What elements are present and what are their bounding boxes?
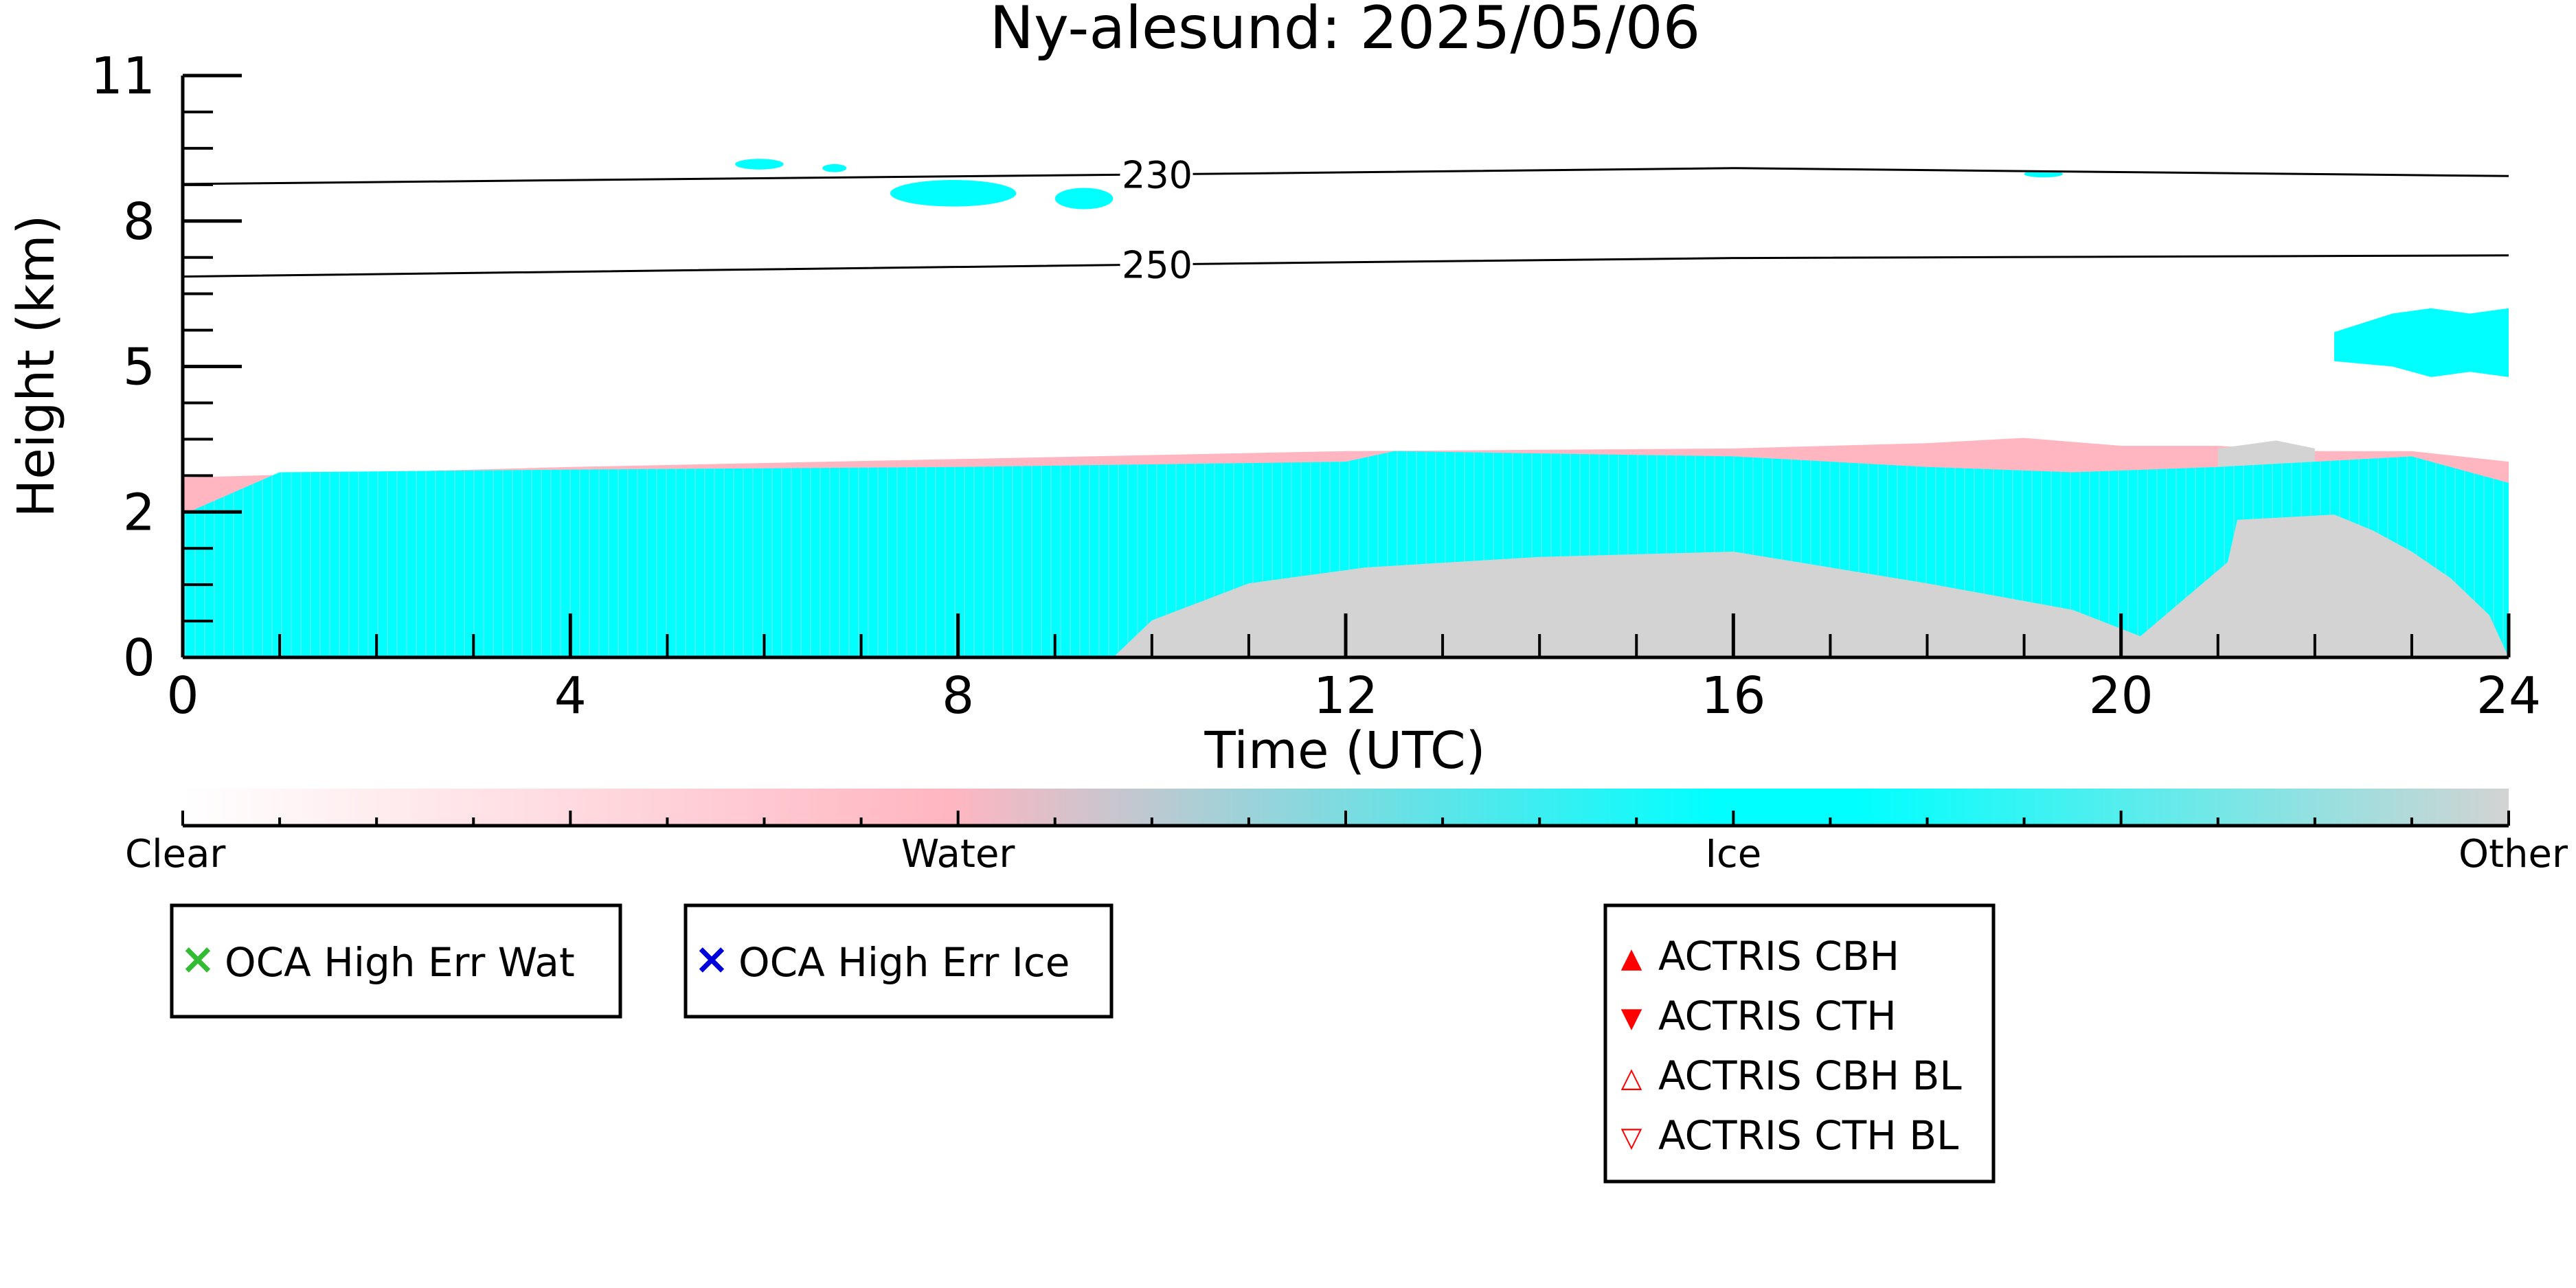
x-axis-label: Time (UTC) — [1204, 721, 1485, 780]
colorbar-labels: Clear Water Ice Other — [125, 832, 2568, 877]
ice-high-layer — [2334, 308, 2509, 377]
cirrus-patches — [735, 159, 2064, 210]
x-tick-label: 12 — [1313, 666, 1378, 725]
contour-label-bg — [1120, 245, 1193, 284]
colorbar: Clear Water Ice Other — [125, 789, 2568, 877]
legend-box: × OCA High Err Ice — [683, 903, 1114, 1019]
contour-label: 250 — [1122, 244, 1193, 287]
legend-frame — [683, 903, 1114, 1019]
x-tick-label: 8 — [942, 666, 974, 725]
plot-area: 230 250 — [183, 76, 2509, 657]
legend-marker: ▲ — [1621, 942, 1642, 974]
cirrus-patch — [735, 159, 784, 170]
colorbar-label: Clear — [125, 832, 226, 877]
other-layer — [1113, 515, 2509, 657]
y-tick-label: 5 — [123, 338, 155, 397]
axes: 0 2 5 8 11 0 4 8 12 16 20 24 — [91, 47, 2541, 725]
legend-marker: × — [180, 934, 216, 984]
temperature-contours: 230 250 — [183, 153, 2509, 287]
colorbar-ticks — [181, 811, 2510, 826]
legend-marker: △ — [1621, 1062, 1642, 1094]
legend-marker: ▼ — [1621, 1002, 1642, 1034]
legend-label: OCA High Err Wat — [225, 939, 575, 986]
cirrus-patch — [890, 180, 1017, 207]
y-tick-label: 0 — [123, 629, 155, 688]
legend-label: ACTRIS CBH — [1658, 933, 1899, 980]
legend-label: ACTRIS CTH — [1658, 993, 1897, 1039]
x-axis-ticks: 0 4 8 12 16 20 24 — [166, 613, 2541, 725]
legend-marker: ▽ — [1621, 1122, 1642, 1153]
y-axis-label: Height (km) — [7, 215, 66, 518]
legend-label: ACTRIS CTH BL — [1658, 1112, 1958, 1159]
chart-title: Ny-alesund: 2025/05/06 — [990, 0, 1701, 63]
legend-box: ▲ ACTRIS CBH ▼ ACTRIS CTH △ ACTRIS CBH BL ▽ ACT… — [1603, 903, 1996, 1184]
colorbar-label: Ice — [1705, 832, 1761, 877]
y-tick-label: 11 — [91, 47, 155, 106]
legend-frame — [1603, 903, 1996, 1184]
x-tick-label: 4 — [554, 666, 587, 725]
x-tick-label: 16 — [1701, 666, 1765, 725]
legend-label: ACTRIS CBH BL — [1658, 1052, 1962, 1099]
contour-line — [183, 167, 2509, 185]
legend-box: × OCA High Err Wat — [170, 903, 622, 1019]
contour-label: 230 — [1122, 153, 1193, 196]
cirrus-patch — [1054, 188, 1114, 210]
x-tick-label: 20 — [2089, 666, 2154, 725]
cirrus-patch — [822, 163, 847, 172]
y-tick-label: 2 — [123, 483, 155, 542]
legends: × OCA High Err Wat × OCA High Err Ice ▲ ACTRI… — [170, 903, 1996, 1184]
colorbar-label: Other — [2459, 832, 2568, 877]
legend-marker: × — [694, 934, 730, 984]
y-axis-ticks: 0 2 5 8 11 — [91, 47, 242, 688]
contour-line — [183, 254, 2509, 278]
legend-frame — [170, 903, 622, 1019]
y-tick-label: 8 — [123, 192, 155, 251]
x-tick-label: 24 — [2476, 666, 2541, 725]
legend-label: OCA High Err Ice — [738, 939, 1070, 986]
colorbar-label: Water — [901, 832, 1016, 877]
x-tick-label: 0 — [166, 666, 199, 725]
contour-label-bg — [1120, 155, 1193, 194]
